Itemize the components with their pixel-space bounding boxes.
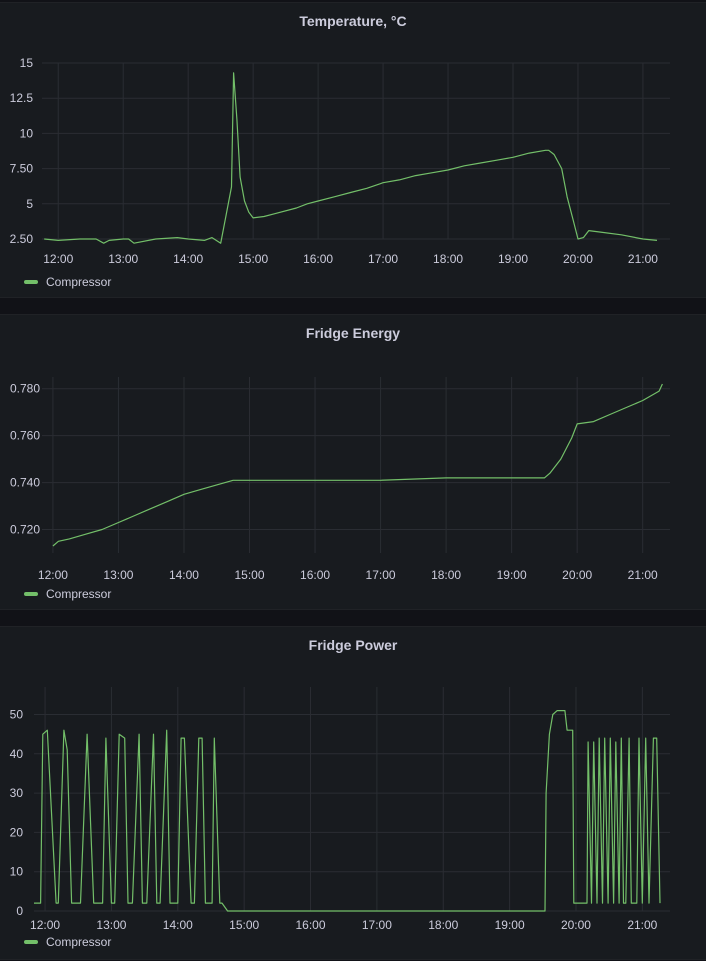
- y-tick-label: 10: [20, 126, 34, 140]
- x-tick-label: 13:00: [108, 252, 138, 266]
- y-tick-label: 20: [10, 825, 24, 839]
- temperature-chart: 2.50 5 7.50 10 12.5 15 12:00 13:00 14:00 15:00 16:…: [10, 56, 670, 266]
- x-tick-label: 18:00: [431, 568, 461, 582]
- x-tick-label: 17:00: [368, 252, 398, 266]
- power-title: Fridge Power: [308, 637, 398, 653]
- x-tick-label: 14:00: [173, 252, 203, 266]
- x-tick-label: 12:00: [43, 252, 73, 266]
- x-tick-label: 20:00: [563, 252, 593, 266]
- x-tick-label: 17:00: [366, 568, 396, 582]
- series-line-compressor: [52, 383, 663, 547]
- y-tick-label: 12.5: [10, 91, 34, 105]
- temperature-panel: Temperature, °C 2.50 5 7.50 10 12.5 15 12:00 13…: [0, 2, 706, 298]
- power-legend[interactable]: Compressor: [24, 935, 111, 949]
- energy-chart: 0.720 0.740 0.760 0.780 12:00 13:00 14:00 15:00…: [10, 377, 670, 582]
- y-tick-label: 0.760: [10, 429, 40, 443]
- x-tick-label: 15:00: [238, 252, 268, 266]
- x-tick-label: 17:00: [362, 918, 392, 932]
- x-tick-label: 13:00: [103, 568, 133, 582]
- series-line-compressor: [34, 709, 661, 912]
- y-tick-label: 10: [10, 865, 24, 879]
- x-tick-label: 20:00: [562, 568, 592, 582]
- energy-title: Fridge Energy: [305, 325, 401, 341]
- x-tick-label: 14:00: [169, 568, 199, 582]
- y-tick-label: 5: [26, 197, 33, 211]
- y-tick-label: 0: [16, 904, 23, 918]
- legend-swatch: [24, 940, 38, 944]
- x-tick-label: 20:00: [561, 918, 591, 932]
- temperature-title: Temperature, °C: [299, 13, 407, 29]
- y-tick-label: 7.50: [10, 162, 34, 176]
- temperature-legend[interactable]: Compressor: [24, 275, 111, 289]
- x-tick-label: 19:00: [495, 918, 525, 932]
- y-tick-label: 0.780: [10, 382, 40, 396]
- x-tick-label: 18:00: [428, 918, 458, 932]
- legend-swatch: [24, 280, 38, 284]
- x-tick-label: 15:00: [234, 568, 264, 582]
- x-tick-label: 16:00: [303, 252, 333, 266]
- energy-legend[interactable]: Compressor: [24, 587, 111, 601]
- x-tick-label: 18:00: [433, 252, 463, 266]
- x-tick-label: 19:00: [497, 568, 527, 582]
- x-tick-label: 16:00: [296, 918, 326, 932]
- y-tick-label: 0.720: [10, 523, 40, 537]
- x-tick-label: 13:00: [96, 918, 126, 932]
- power-chart: 0 10 20 30 40 50 12:00 13:00 14:00 15:00 16:00 17:0…: [10, 687, 670, 932]
- legend-label: Compressor: [46, 275, 112, 289]
- power-panel: Fridge Power 0 10 20 30 40 50 12:00 13:00 14:00 1…: [0, 626, 706, 960]
- y-tick-label: 30: [10, 786, 24, 800]
- series-line-compressor: [44, 72, 658, 244]
- y-tick-label: 2.50: [10, 232, 34, 246]
- x-tick-label: 16:00: [300, 568, 330, 582]
- x-tick-label: 12:00: [30, 918, 60, 932]
- legend-swatch: [24, 592, 38, 596]
- x-tick-label: 12:00: [38, 568, 68, 582]
- energy-panel: Fridge Energy 0.720 0.740 0.760 0.780 12:00 1…: [0, 314, 706, 610]
- x-tick-label: 21:00: [628, 568, 658, 582]
- legend-label: Compressor: [46, 587, 112, 601]
- x-tick-label: 19:00: [498, 252, 528, 266]
- x-tick-label: 21:00: [628, 252, 658, 266]
- legend-label: Compressor: [46, 935, 112, 949]
- x-tick-label: 14:00: [163, 918, 193, 932]
- y-tick-label: 0.740: [10, 476, 40, 490]
- y-tick-label: 15: [20, 56, 34, 70]
- y-tick-label: 50: [10, 708, 24, 722]
- x-tick-label: 15:00: [229, 918, 259, 932]
- y-tick-label: 40: [10, 747, 24, 761]
- x-tick-label: 21:00: [627, 918, 657, 932]
